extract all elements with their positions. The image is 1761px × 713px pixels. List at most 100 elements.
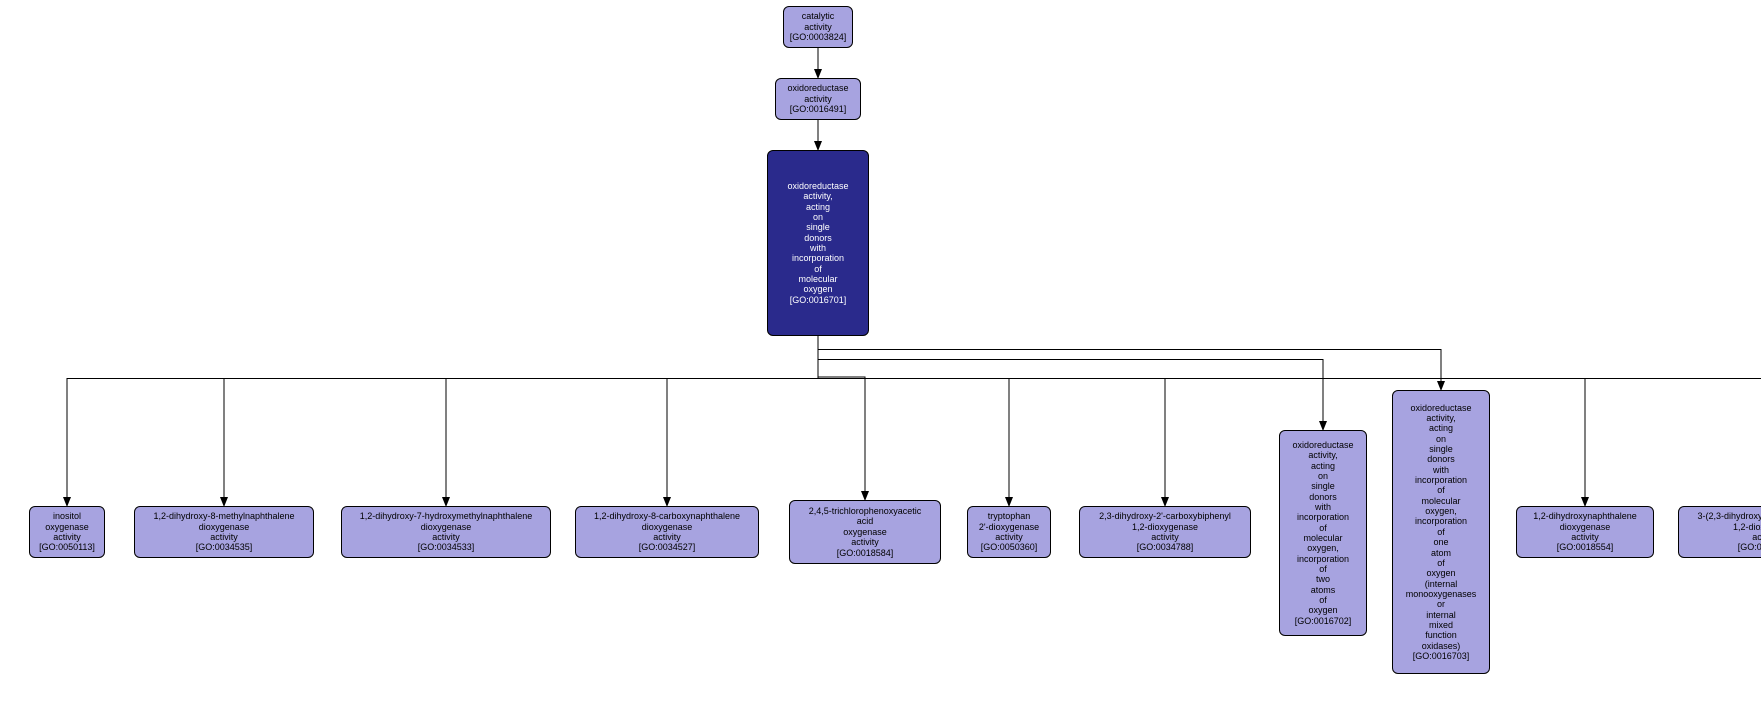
node-label-line: inositol: [53, 511, 81, 521]
node-label-line: [GO:0050113]: [39, 542, 95, 552]
node-label-line: donors: [1309, 492, 1337, 502]
node-label-line: oxidoreductase: [1410, 403, 1471, 413]
node-label-line: of: [1437, 485, 1445, 495]
node-label-line: or: [1437, 599, 1445, 609]
graph-node[interactable]: catalyticactivity[GO:0003824]: [783, 6, 853, 48]
node-label-line: tryptophan: [988, 511, 1031, 521]
node-label-line: 2'-dioxygenase: [979, 522, 1039, 532]
node-label-line: 1,2-dihydroxy-8-carboxynaphthalene: [594, 511, 740, 521]
node-label-line: of: [1319, 523, 1327, 533]
graph-edge: [818, 336, 1165, 506]
node-label-line: incorporation: [1415, 516, 1467, 526]
node-label-line: incorporation: [792, 253, 844, 263]
node-label-line: molecular: [1421, 496, 1460, 506]
node-label-line: 1,2-dioxygenase: [1733, 522, 1761, 532]
node-label-line: [GO:0016703]: [1413, 651, 1470, 661]
node-label-line: dioxygenase: [642, 522, 693, 532]
node-label-line: single: [1311, 481, 1335, 491]
node-label-line: activity: [1752, 532, 1761, 542]
node-label-line: oxygen: [1308, 605, 1337, 615]
node-label-line: oxygen: [1426, 568, 1455, 578]
node-label-line: activity: [210, 532, 238, 542]
node-label-line: catalytic: [802, 11, 835, 21]
node-label-line: dioxygenase: [199, 522, 250, 532]
node-label-line: activity: [1571, 532, 1599, 542]
node-label-line: [GO:0016702]: [1295, 616, 1352, 626]
node-label-line: 3-(2,3-dihydroxyphenyl)propionate: [1697, 511, 1761, 521]
node-label-line: oxygen,: [1425, 506, 1457, 516]
graph-edge: [667, 336, 818, 506]
node-label-line: molecular: [798, 274, 837, 284]
node-label-line: of: [1437, 558, 1445, 568]
graph-node[interactable]: inositoloxygenaseactivity[GO:0050113]: [29, 506, 105, 558]
node-label-line: oxidases): [1422, 641, 1461, 651]
graph-node[interactable]: 3-(2,3-dihydroxyphenyl)propionate1,2-dio…: [1678, 506, 1761, 558]
node-label-line: one: [1433, 537, 1448, 547]
node-label-line: atom: [1431, 548, 1451, 558]
node-label-line: 1,2-dioxygenase: [1132, 522, 1198, 532]
node-label-line: [GO:0018584]: [837, 548, 894, 558]
graph-node[interactable]: tryptophan2'-dioxygenaseactivity[GO:0050…: [967, 506, 1051, 558]
node-label-line: acting: [1429, 423, 1453, 433]
graph-edge: [818, 336, 1441, 390]
node-label-line: of: [1319, 564, 1327, 574]
graph-node[interactable]: oxidoreductaseactivity,actingonsingledon…: [767, 150, 869, 336]
node-label-line: 2,4,5-trichlorophenoxyacetic: [809, 506, 922, 516]
node-label-line: [GO:0018554]: [1557, 542, 1614, 552]
node-label-line: of: [1319, 595, 1327, 605]
node-label-line: on: [813, 212, 823, 222]
graph-node[interactable]: oxidoreductaseactivity[GO:0016491]: [775, 78, 861, 120]
node-label-line: [GO:0034535]: [196, 542, 253, 552]
node-label-line: [GO:0050360]: [981, 542, 1038, 552]
node-label-line: activity,: [1308, 450, 1337, 460]
graph-node[interactable]: 1,2-dihydroxy-8-carboxynaphthalenedioxyg…: [575, 506, 759, 558]
node-label-line: with: [1315, 502, 1331, 512]
graph-node[interactable]: oxidoreductaseactivity,actingonsingledon…: [1279, 430, 1367, 636]
node-label-line: 1,2-dihydroxy-7-hydroxymethylnaphthalene: [360, 511, 533, 521]
node-label-line: incorporation: [1297, 554, 1349, 564]
node-label-line: with: [1433, 465, 1449, 475]
node-label-line: of: [1437, 527, 1445, 537]
node-label-line: activity,: [1426, 413, 1455, 423]
node-label-line: activity: [804, 22, 832, 32]
graph-edge: [67, 336, 818, 506]
node-label-line: incorporation: [1415, 475, 1467, 485]
node-label-line: activity: [432, 532, 460, 542]
node-label-line: of: [814, 264, 822, 274]
node-label-line: oxidoreductase: [787, 181, 848, 191]
node-label-line: donors: [1427, 454, 1455, 464]
node-label-line: activity: [851, 537, 879, 547]
graph-node[interactable]: 2,4,5-trichlorophenoxyaceticacidoxygenas…: [789, 500, 941, 564]
node-label-line: acting: [806, 202, 830, 212]
node-label-line: activity: [995, 532, 1023, 542]
node-label-line: dioxygenase: [421, 522, 472, 532]
node-label-line: activity,: [803, 191, 832, 201]
node-label-line: 1,2-dihydroxy-8-methylnaphthalene: [153, 511, 294, 521]
node-label-line: oxygen: [803, 284, 832, 294]
graph-node[interactable]: 2,3-dihydroxy-2'-carboxybiphenyl1,2-diox…: [1079, 506, 1251, 558]
node-label-line: [GO:0034533]: [418, 542, 475, 552]
graph-edge: [224, 336, 818, 506]
node-label-line: molecular: [1303, 533, 1342, 543]
node-label-line: donors: [804, 233, 832, 243]
node-label-line: oxidoreductase: [787, 83, 848, 93]
node-label-line: on: [1436, 434, 1446, 444]
node-label-line: [GO:0034788]: [1137, 542, 1194, 552]
node-label-line: on: [1318, 471, 1328, 481]
graph-node[interactable]: oxidoreductaseactivity,actingonsingledon…: [1392, 390, 1490, 674]
node-label-line: oxygen,: [1307, 543, 1339, 553]
edge-layer: [0, 0, 1761, 713]
node-label-line: two: [1316, 574, 1330, 584]
node-label-line: oxygenase: [843, 527, 887, 537]
node-label-line: oxygenase: [45, 522, 89, 532]
node-label-line: [GO:0016491]: [790, 104, 847, 114]
node-label-line: single: [1429, 444, 1453, 454]
graph-node[interactable]: 1,2-dihydroxy-7-hydroxymethylnaphthalene…: [341, 506, 551, 558]
node-label-line: [GO:0003824]: [790, 32, 847, 42]
node-label-line: with: [810, 243, 826, 253]
node-label-line: [GO:0018553]: [1738, 542, 1761, 552]
graph-node[interactable]: 1,2-dihydroxynaphthalenedioxygenaseactiv…: [1516, 506, 1654, 558]
graph-node[interactable]: 1,2-dihydroxy-8-methylnaphthalenedioxyge…: [134, 506, 314, 558]
node-label-line: function: [1425, 630, 1457, 640]
node-label-line: acting: [1311, 461, 1335, 471]
